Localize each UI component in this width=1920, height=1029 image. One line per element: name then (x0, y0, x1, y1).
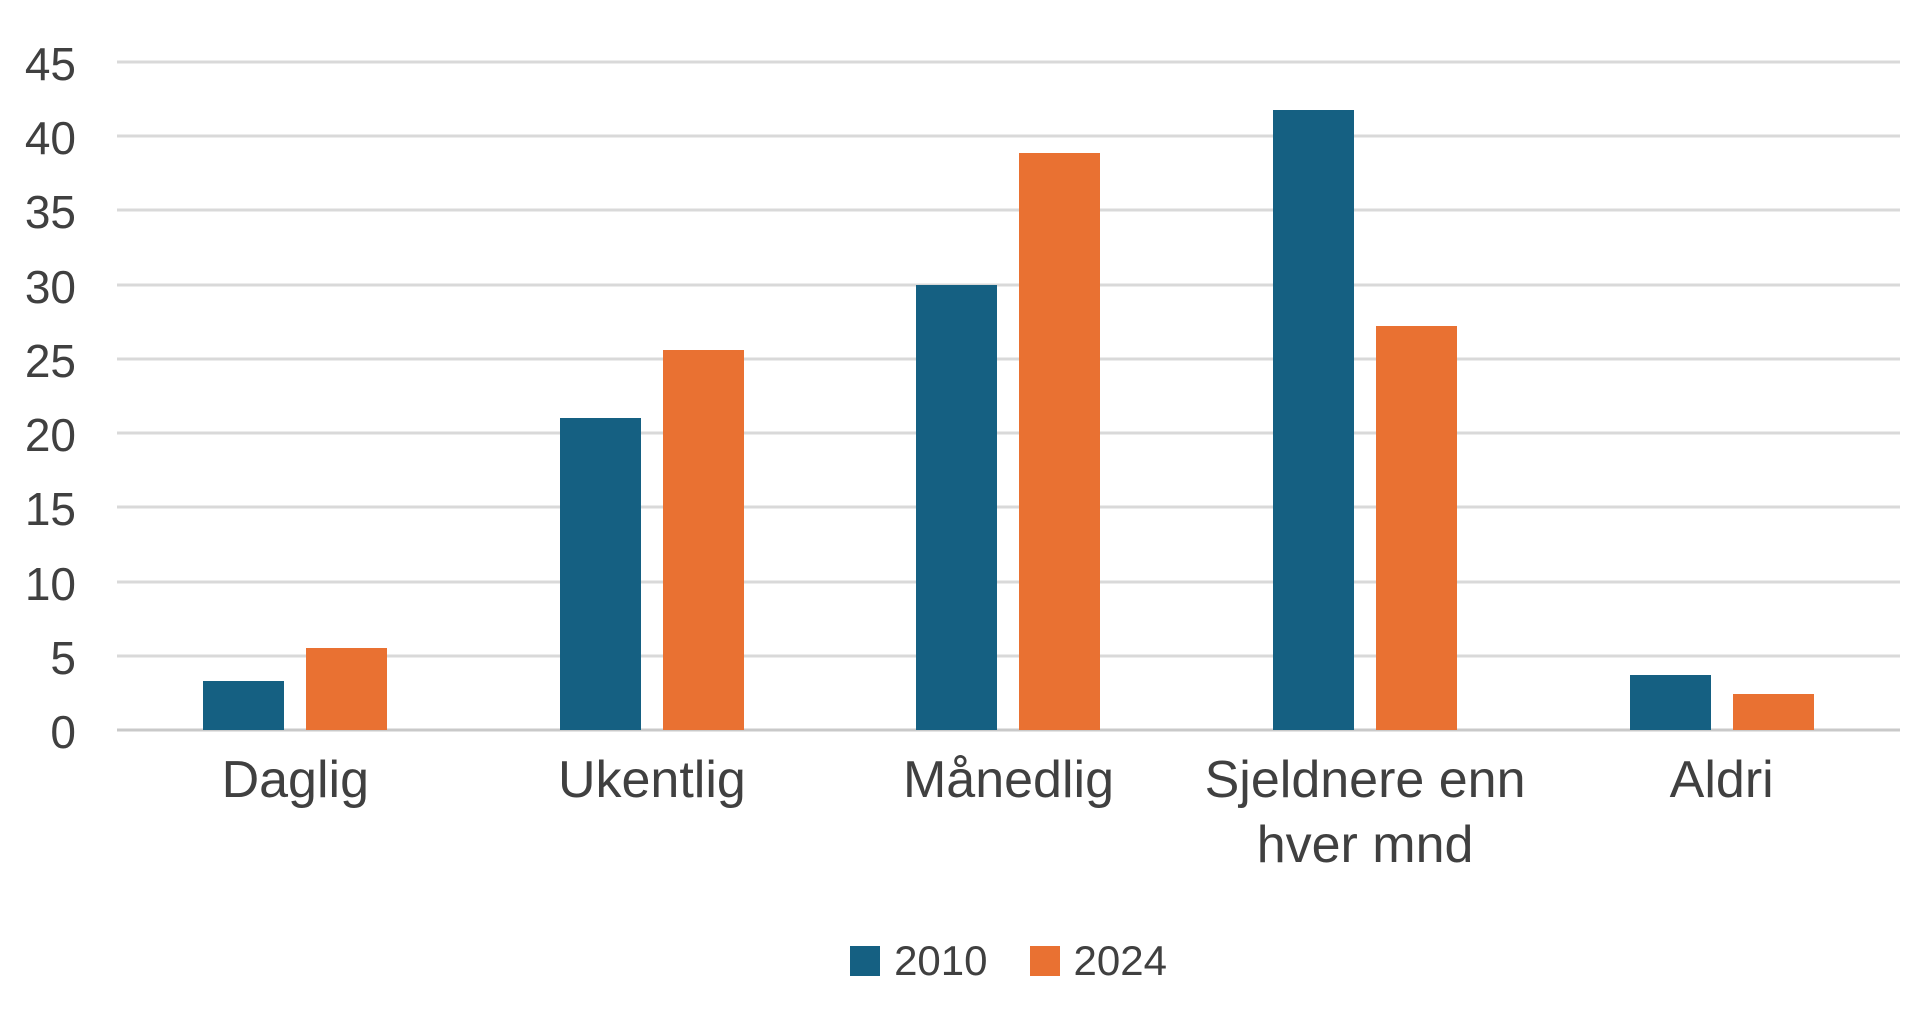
category-group (1187, 62, 1544, 730)
y-tick-label: 40 (24, 112, 76, 165)
y-tick-label: 30 (24, 260, 76, 313)
y-tick-label: 35 (24, 186, 76, 239)
y-tick-label: 5 (50, 631, 76, 684)
bar-2024 (306, 648, 388, 730)
legend-item-2024: 2024 (1029, 936, 1167, 986)
y-tick-label: 0 (50, 705, 76, 758)
gridline (117, 505, 1900, 509)
legend-label: 2010 (894, 937, 988, 984)
bar-2010 (1629, 675, 1711, 730)
legend: 2010 2024 (117, 936, 1900, 986)
bar-groups (117, 62, 1900, 730)
x-tick-label: Daglig (221, 751, 369, 809)
y-tick-label: 45 (24, 37, 76, 90)
bar-2010 (203, 681, 285, 730)
gridline (117, 134, 1900, 138)
y-axis: 0 5 10 15 20 25 30 35 40 45 (0, 41, 76, 755)
x-tick: Daglig (117, 748, 474, 878)
category-group (1543, 62, 1900, 730)
x-tick: Ukentlig (474, 748, 831, 878)
bar-2010 (1273, 109, 1355, 730)
x-tick: Aldri (1543, 748, 1900, 878)
bar-2010 (916, 284, 998, 730)
y-tick-label: 25 (24, 334, 76, 387)
x-axis: Daglig Ukentlig Månedlig Sjeldnere enn hver… (117, 748, 1900, 878)
legend-swatch-2010 (850, 946, 881, 977)
x-tick: Sjeldnere enn hver mnd (1187, 748, 1544, 878)
category-group (117, 62, 474, 730)
x-tick: Månedlig (830, 748, 1187, 878)
category-group (830, 62, 1187, 730)
gridline (117, 357, 1900, 361)
legend-item-2010: 2010 (850, 936, 988, 986)
bar-2024 (1019, 152, 1101, 730)
bar-2024 (1376, 326, 1458, 730)
plot-area (117, 60, 1900, 732)
y-tick-label: 15 (24, 483, 76, 536)
y-tick-label: 10 (24, 557, 76, 610)
x-tick-label: Sjeldnere enn hver mnd (1204, 751, 1526, 874)
baseline (117, 728, 1900, 732)
x-tick-label: Ukentlig (557, 751, 746, 809)
gridline (117, 60, 1900, 64)
gridline (117, 208, 1900, 212)
x-tick-label: Aldri (1669, 751, 1774, 809)
gridline (117, 431, 1900, 435)
category-group (474, 62, 831, 730)
legend-label: 2024 (1073, 937, 1167, 984)
x-tick-label: Månedlig (902, 751, 1114, 809)
bar-2024 (1732, 694, 1814, 730)
y-tick-label: 20 (24, 408, 76, 461)
bar-2024 (662, 349, 744, 730)
bar-2010 (559, 418, 641, 730)
gridline (117, 283, 1900, 287)
gridline (117, 580, 1900, 584)
legend-swatch-2024 (1029, 946, 1060, 977)
gridline (117, 654, 1900, 658)
